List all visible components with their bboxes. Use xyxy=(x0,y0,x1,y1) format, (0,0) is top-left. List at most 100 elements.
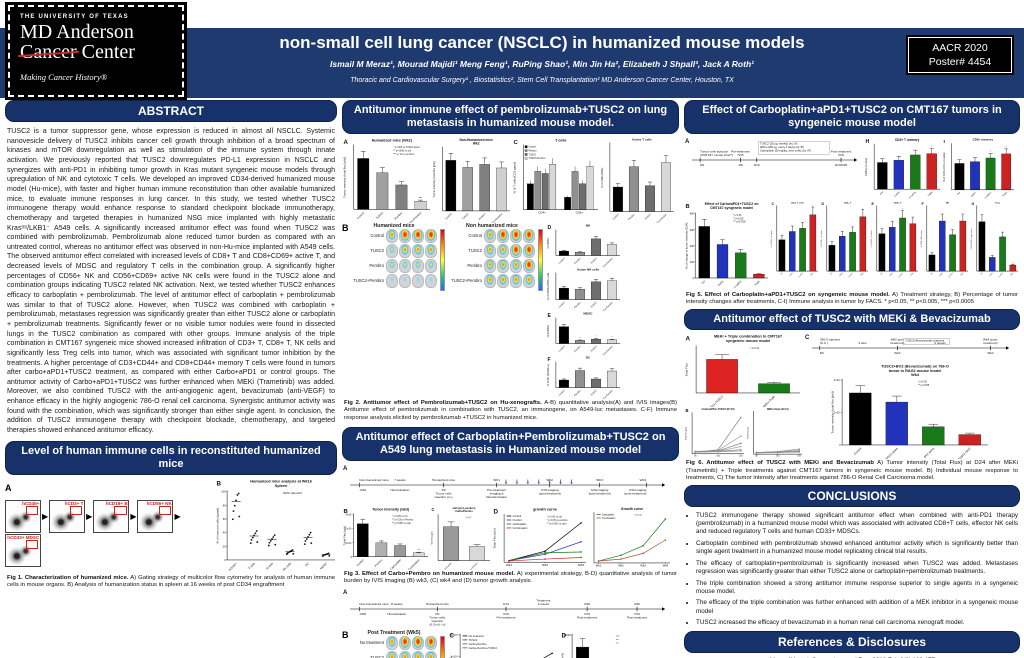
mouse-ivis-image xyxy=(484,243,496,258)
ivis-row-label: Control xyxy=(468,232,483,238)
svg-text:CD8+ T: CD8+ T xyxy=(894,202,902,204)
svg-text:Wk3: Wk3 xyxy=(578,563,584,567)
svg-text:Control: Control xyxy=(612,213,620,221)
fig2-row-top: A Humanized mice (Wk2) Tumor intensity (to… xyxy=(342,137,679,223)
svg-text:IVIS imaging(post-treatment): IVIS imaging (post-treatment) xyxy=(539,488,561,495)
svg-text:Total Flux [p/s]: Total Flux [p/s] xyxy=(684,426,687,440)
flow-cytometry-plot: hCD56+ NK xyxy=(137,499,174,533)
gate-box xyxy=(114,505,127,515)
svg-text:*: * xyxy=(992,254,993,256)
mouse-ivis-image xyxy=(399,228,411,243)
ivis-row-label: No treatment xyxy=(359,639,384,645)
svg-text:* p<0.05: * p<0.05 xyxy=(634,513,643,516)
svg-text:TUSC2+Pembro: TUSC2+Pembro xyxy=(599,389,614,399)
svg-text:Triple: Triple xyxy=(927,190,934,197)
svg-text:** p=.0005 vs ctrl: ** p=.0005 vs ctrl xyxy=(393,150,411,153)
svg-text:No treatment: No treatment xyxy=(469,634,485,638)
svg-text:*: * xyxy=(931,144,932,148)
section-title-fig1: Level of human immune cells in reconstit… xyxy=(5,440,337,475)
svg-text:D24: D24 xyxy=(739,455,744,457)
svg-text:Wk4: Wk4 xyxy=(663,563,669,567)
svg-text:TUSC2+Bevacizumab treatment: TUSC2+Bevacizumab treatment xyxy=(905,338,944,342)
svg-text:TUSC2+Pembro: TUSC2+Pembro xyxy=(599,345,614,355)
svg-text:% of T cells (CD3 gated): % of T cells (CD3 gated) xyxy=(513,162,517,194)
svg-text:Ctrl: Ctrl xyxy=(929,271,933,275)
svg-text:*: * xyxy=(611,335,612,339)
svg-text:D0: D0 xyxy=(700,163,704,167)
svg-text:Carboplatin (50 mg/kg, once a: Carboplatin (50 mg/kg, once a wk) (inj. … xyxy=(760,148,811,152)
ivis-mice-row: Control xyxy=(448,228,536,243)
svg-text:E: E xyxy=(872,202,875,206)
section-title-meki-bev: Antitumor effect of TUSC2 with MEKi & Be… xyxy=(684,309,1020,330)
fig2-caption-rest: A-B) quantitative analysis(A) and IVIS i… xyxy=(344,399,677,422)
svg-text:-D56: -D56 xyxy=(359,612,366,616)
svg-text:*** p<0.0005: *** p<0.0005 xyxy=(733,221,746,224)
svg-text:IVIS imaging(post-treatment): IVIS imaging (post-treatment) xyxy=(624,488,646,495)
svg-text:NK: NK xyxy=(586,224,591,228)
mouse-ivis-image xyxy=(412,228,424,243)
mouse-ivis-image xyxy=(425,243,437,258)
mouse-ivis-image xyxy=(399,273,411,288)
column-middle: Antitumor immune effect of pembrolizumab… xyxy=(342,100,679,658)
mouse-ivis-image xyxy=(399,635,411,650)
svg-text:CD8+ memory: CD8+ memory xyxy=(973,138,994,142)
fig3d2-growth-curve-chart: Growth curve Wk1 Wk2 Wk3 Wk4 CarboplatinCombi… xyxy=(593,507,670,567)
svg-text:% of change in tumor intensity: % of change in tumor intensity (D24) xyxy=(684,222,688,269)
svg-text:D28: D28 xyxy=(584,601,590,605)
svg-text:Carbo: Carbo xyxy=(894,190,901,197)
mouse-ivis-image xyxy=(497,258,509,273)
svg-text:C+aPD1: C+aPD1 xyxy=(948,272,954,278)
svg-text:* p<0.05: * p<0.05 xyxy=(465,515,471,518)
gate-label: hCD56+ NK xyxy=(146,501,172,507)
fig2-caption: Fig 2. Antitumor effect of Pembrolizumab… xyxy=(342,399,679,425)
svg-text:D10: D10 xyxy=(754,163,760,167)
ivis-mice-row: TUSC2 xyxy=(350,243,438,258)
svg-text:Wk2: Wk2 xyxy=(894,351,900,355)
conclusion-item: Carboplatin combined with pembrolizumab … xyxy=(696,540,1018,556)
svg-text:TUSC2: TUSC2 xyxy=(644,213,652,221)
mouse-ivis-image xyxy=(497,273,509,288)
section-title-abstract: ABSTRACT xyxy=(5,100,337,123)
mouse-ivis-image xyxy=(412,650,424,658)
svg-text:C+aPD1: C+aPD1 xyxy=(998,272,1004,278)
svg-text:Triple: Triple xyxy=(859,272,864,277)
svg-text:* p 0.05 vs ctrl: * p 0.05 vs ctrl xyxy=(547,515,563,518)
svg-text:Total Flux [p/s]: Total Flux [p/s] xyxy=(430,530,433,544)
fig3a-timeline: A Non-humanized mice -D40 7 weeks Humanizati… xyxy=(343,466,666,498)
svg-text:Triple: Triple xyxy=(753,279,761,287)
svg-text:Pembro: Pembro xyxy=(394,210,404,220)
svg-text:*** p<.01 vs pembro: *** p<.01 vs pembro xyxy=(393,153,414,156)
ivis-mice-row: Control xyxy=(350,228,438,243)
svg-text:wk4 (post-pembro)Carbo/Pembro: wk4 (post-pembro) Carbo/Pembro xyxy=(453,506,476,513)
svg-text:TUSC2: TUSC2 xyxy=(590,345,598,353)
svg-text:WK3: WK3 xyxy=(596,477,603,481)
svg-text:NK: NK xyxy=(946,202,950,204)
fig5e-cd8-bar-chart: E CD8+ T % of CD8+ T in tumor Ctrl Carbo ** C+… xyxy=(870,202,918,278)
svg-text:CD3+ T memory: CD3+ T memory xyxy=(895,138,920,142)
svg-text:Active NK cells: Active NK cells xyxy=(577,268,600,272)
svg-text:Effect of Carbo/aPD1+TUSC2 onC: Effect of Carbo/aPD1+TUSC2 on CMT167 syng… xyxy=(705,202,759,210)
arrow-right-icon: ▶ xyxy=(42,511,49,521)
ivis-mice-row: TUSC2+Pembro xyxy=(350,273,438,288)
svg-text:Total Flux [p/s]: Total Flux [p/s] xyxy=(449,657,453,658)
svg-text:**: ** xyxy=(1012,262,1014,264)
svg-text:T cells: T cells xyxy=(247,561,256,570)
svg-text:0: 0 xyxy=(692,277,694,280)
ivis-mice-row: TUSC2+Pembro xyxy=(448,273,536,288)
svg-text:2×10⁷: 2×10⁷ xyxy=(834,411,841,415)
svg-text:CD4+ T: CD4+ T xyxy=(844,201,852,204)
svg-text:D: D xyxy=(822,202,825,206)
svg-text:TUSC2: TUSC2 xyxy=(590,257,598,265)
svg-text:TUSC2: TUSC2 xyxy=(528,154,536,156)
ivis-mice-row: No treatment xyxy=(350,635,438,650)
svg-text:Carbo+Pembro+TUSC2: Carbo+Pembro+TUSC2 xyxy=(469,646,498,650)
svg-text:Tumor intensity (total flux [p: Tumor intensity (total flux [p/s]) xyxy=(432,161,436,198)
fig5h-t-memory-bar-chart: H CD3+ T memory CD44+ in tumor Ctrl Carbo C+a… xyxy=(864,138,940,199)
svg-text:TUSC2+Pembro: TUSC2+Pembro xyxy=(528,157,546,160)
svg-text:2 weeks: 2 weeks xyxy=(934,341,946,345)
svg-text:Triple: Triple xyxy=(1002,191,1009,198)
authors-line: Ismail M Meraz¹, Mourad Majidi¹ Meng Fen… xyxy=(330,59,754,69)
gate-box xyxy=(158,505,171,515)
